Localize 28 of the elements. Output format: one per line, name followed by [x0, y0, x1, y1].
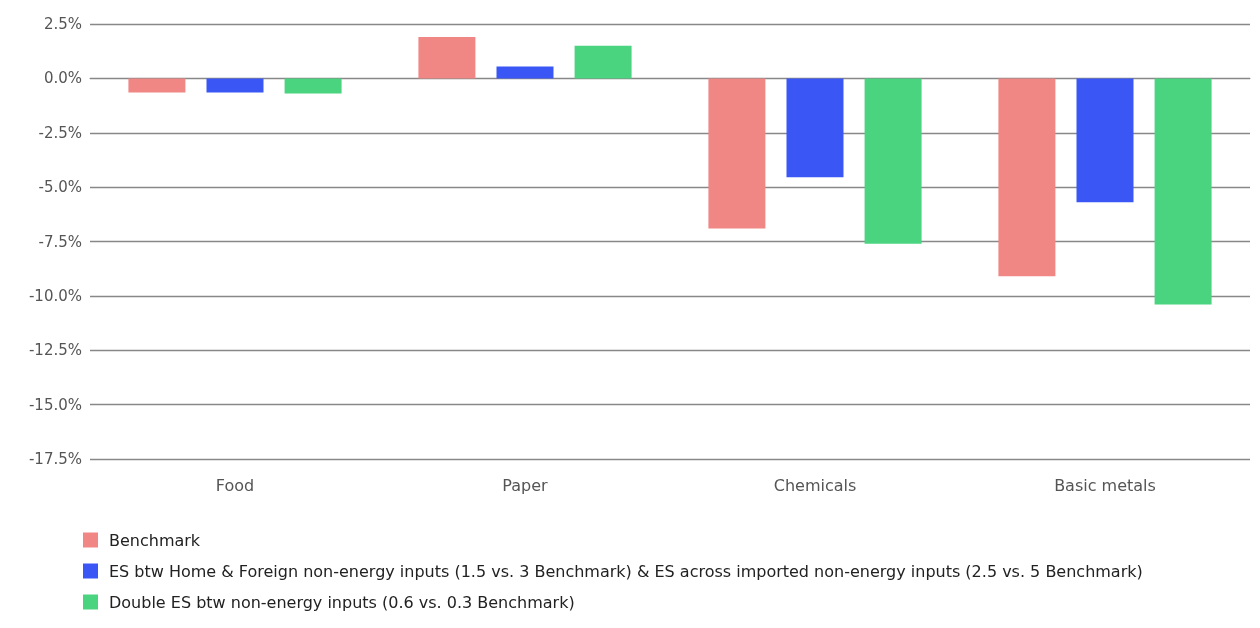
bar	[1076, 78, 1134, 203]
x-tick-label: Chemicals	[773, 475, 857, 495]
y-tick-label: -5.0%	[38, 178, 82, 197]
bar	[574, 45, 632, 79]
bar	[206, 78, 264, 93]
y-tick-label: -2.5%	[38, 123, 82, 142]
y-tick-label: -7.5%	[38, 232, 82, 251]
bar	[496, 66, 554, 79]
x-tick-label: Paper	[502, 475, 549, 495]
bar	[864, 78, 922, 244]
bar	[128, 78, 186, 93]
y-tick-label: 0.0%	[43, 69, 82, 88]
x-tick-label: Basic metals	[1054, 475, 1156, 495]
y-tick-label: -15.0%	[28, 395, 82, 414]
legend-label: Double ES btw non-energy inputs (0.6 vs. 0.3 Benchmark)	[109, 592, 575, 612]
bar	[998, 78, 1056, 277]
y-tick-label: -12.5%	[28, 341, 82, 360]
y-tick-label: -17.5%	[28, 450, 82, 468]
x-tick-label: Food	[215, 475, 255, 495]
y-tick-label: 2.5%	[43, 15, 82, 33]
bar	[284, 78, 342, 94]
legend-label: ES btw Home & Foreign non-energy inputs (1.5 vs. 3 Benchmark) & ES across imported non-energy inputs (2.5 vs. 5 Benchmark)	[109, 561, 1143, 581]
bar	[786, 78, 844, 178]
bar	[1154, 78, 1212, 305]
bar	[418, 37, 476, 79]
legend-label: Benchmark	[109, 530, 201, 550]
bar	[708, 78, 766, 229]
y-tick-label: -10.0%	[28, 286, 82, 305]
